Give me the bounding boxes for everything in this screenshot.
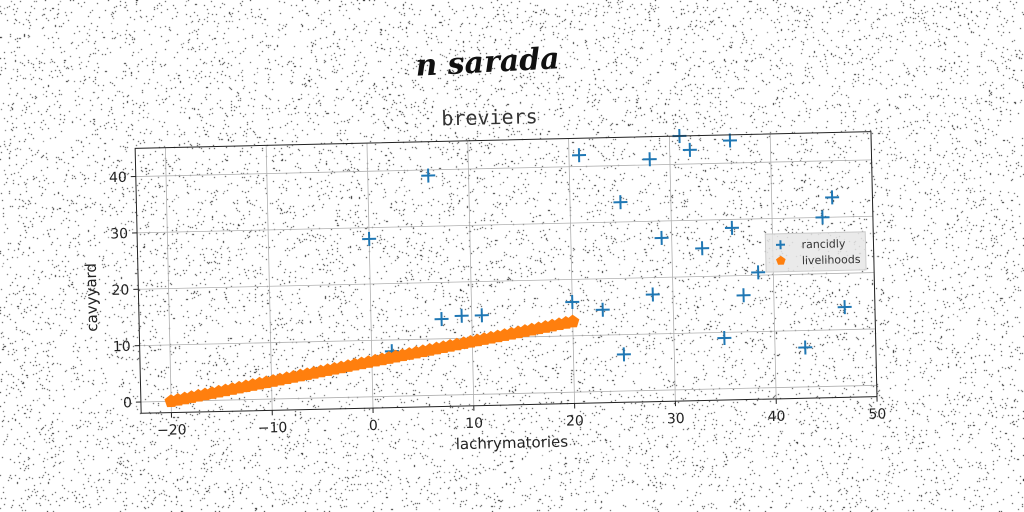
axis-ticks: −20 −10 0 10 20 30 40 50 0 10 20 30 40: [109, 170, 887, 439]
x-tick-label: 0: [369, 418, 378, 434]
legend: rancidly livelihoods: [764, 231, 867, 273]
rancidly-point: [474, 308, 489, 323]
x-tick-label: 10: [465, 416, 483, 432]
figure-suptitle: n sarada: [415, 41, 561, 84]
y-gridline: [137, 215, 873, 234]
rancidly-point: [595, 302, 610, 317]
rancidly-point: [695, 241, 710, 256]
y-gridline: [138, 272, 875, 290]
rancidly-point: [362, 231, 377, 246]
x-gridline: [568, 138, 575, 404]
y-gridline: [135, 159, 872, 177]
rancidly-point: [717, 330, 732, 346]
y-tick-label: 30: [110, 226, 128, 242]
legend-marker-livelihoods: [776, 255, 786, 265]
rancidly-point: [454, 308, 469, 323]
legend-label-livelihoods: livelihoods: [802, 253, 861, 267]
rancidly-point: [798, 340, 813, 355]
livelihoods-point: [566, 314, 580, 328]
rancidly-point: [642, 152, 657, 167]
rancidly-point: [736, 288, 751, 303]
x-tick-label: 20: [566, 413, 584, 429]
x-tick-label: −20: [157, 422, 187, 439]
x-tick-label: 50: [868, 406, 886, 422]
rancidly-point: [434, 312, 449, 327]
rancidly-point: [722, 133, 737, 148]
rancidly-point: [815, 210, 830, 225]
x-gridline: [164, 147, 172, 413]
legend-box: [764, 231, 867, 273]
legend-marker-rancidly: [775, 240, 786, 250]
data-marks: [164, 128, 852, 408]
y-tick-label: 40: [109, 170, 127, 186]
axes-title: breviers: [441, 104, 538, 130]
x-tick-label: −10: [258, 420, 288, 437]
rancidly-point: [421, 168, 436, 183]
rancidly-point: [825, 190, 840, 205]
y-tick-label: 0: [123, 395, 132, 411]
rancidly-point: [613, 195, 628, 210]
rancidly-point: [654, 230, 669, 245]
rancidly-point: [572, 148, 587, 163]
rancidly-point: [645, 287, 660, 302]
rancidly-point: [565, 294, 580, 310]
x-gridline: [668, 136, 676, 402]
plot-area: breviers −20 −10 0 10 20 30 40 50 0 10 20 30 40 lach…: [82, 104, 887, 454]
legend-label-rancidly: rancidly: [801, 237, 846, 251]
x-gridline: [366, 143, 374, 409]
rancidly-point: [616, 347, 631, 362]
axes-frame: [134, 131, 878, 414]
rancidly-point: [751, 265, 766, 280]
x-tick-label: 40: [767, 409, 785, 425]
y-axis-label: cavyyard: [82, 263, 102, 332]
rancidly-point: [724, 220, 739, 235]
rancidly-point: [837, 300, 852, 315]
x-tick-label: 30: [667, 411, 685, 427]
y-tick-label: 20: [111, 282, 129, 298]
y-gridline: [140, 384, 877, 403]
rancidly-point: [682, 142, 697, 157]
y-tick-label: 10: [113, 339, 131, 355]
x-gridline: [467, 140, 475, 406]
x-gridline: [265, 145, 273, 411]
x-axis-label: lachrymatories: [456, 433, 569, 454]
